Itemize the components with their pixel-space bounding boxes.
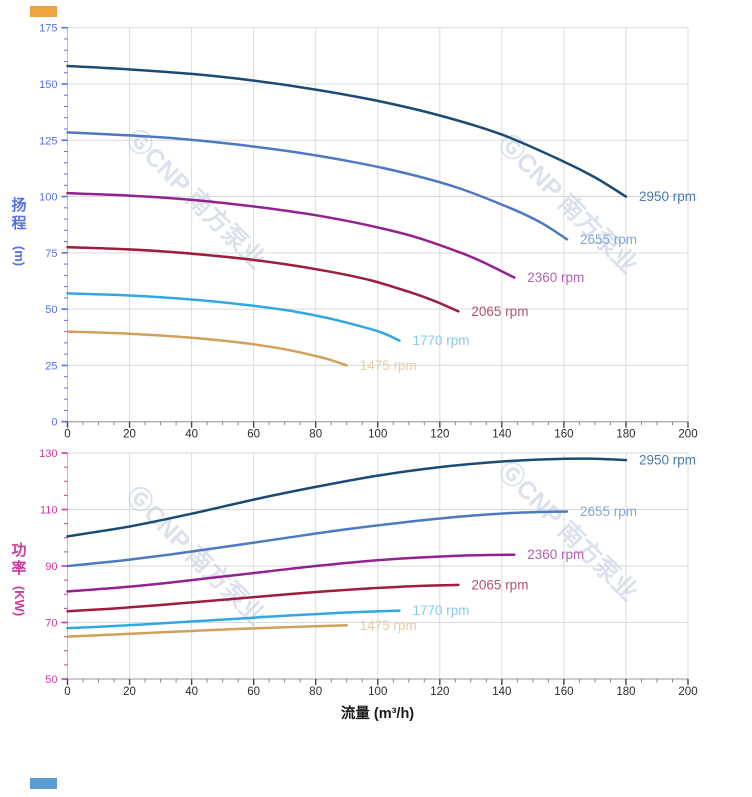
series-label-1475-rpm: 1475 rpm (360, 358, 417, 373)
x-tick-label: 0 (64, 429, 70, 441)
series-label-1770-rpm: 1770 rpm (412, 333, 469, 348)
curve-1475-rpm (66, 330, 348, 367)
x-tick-label: 200 (678, 429, 697, 441)
y-tick-label: 90 (45, 561, 57, 573)
y-tick-label: 70 (45, 618, 57, 630)
x-tick-label: 40 (185, 686, 198, 698)
x-tick-label: 40 (185, 429, 198, 441)
curve-2065-rpm (66, 583, 460, 613)
watermark: ⒼCNP 南方泵业 (493, 129, 644, 280)
head-axis-title: 扬 程 (m) (8, 197, 30, 267)
y-tick-label: 0 (51, 417, 57, 429)
series-label-2655-rpm: 2655 rpm (580, 504, 637, 519)
curve-2360-rpm (66, 191, 516, 279)
x-tick-label: 160 (554, 686, 573, 698)
x-tick-label: 160 (554, 429, 573, 441)
curve-2950-rpm (66, 457, 628, 538)
y-tick-label: 100 (39, 192, 57, 204)
series-label-2950-rpm: 2950 rpm (639, 189, 696, 204)
series-label-1475-rpm: 1475 rpm (360, 618, 417, 633)
x-tick-label: 100 (368, 429, 387, 441)
x-tick-label: 140 (492, 429, 511, 441)
power-axis-title-unit: (KW) (12, 585, 28, 617)
power-axis-title: 功 率 (KW) (8, 542, 30, 616)
y-tick-label: 25 (45, 360, 57, 372)
x-tick-label: 180 (616, 686, 635, 698)
curve-2655-rpm (66, 510, 569, 568)
curve-1475-rpm (66, 624, 348, 638)
y-tick-label: 50 (45, 674, 57, 686)
y-tick-label: 75 (45, 248, 57, 260)
series-label-2360-rpm: 2360 rpm (527, 547, 584, 562)
head-axis-title-unit: (m) (12, 245, 27, 267)
head-axis-title-char: 程 (11, 215, 27, 232)
curve-1770-rpm (66, 609, 401, 630)
series-label-2360-rpm: 2360 rpm (527, 270, 584, 285)
curve-2655-rpm (66, 131, 569, 241)
x-tick-label: 180 (616, 429, 635, 441)
x-tick-label: 20 (123, 686, 136, 698)
x-tick-label: 120 (430, 686, 449, 698)
flow-axis-title: 流量 (m³/h) (340, 706, 415, 722)
y-tick-label: 125 (39, 135, 57, 147)
power-axis-title-char: 率 (11, 560, 27, 577)
series-label-1770-rpm: 1770 rpm (412, 603, 469, 618)
power-axis-title-char: 功 (11, 542, 27, 559)
x-tick-label: 60 (247, 686, 260, 698)
x-tick-label: 80 (309, 429, 322, 441)
x-tick-label: 0 (64, 686, 70, 698)
y-tick-label: 175 (39, 23, 57, 35)
x-tick-label: 100 (368, 686, 387, 698)
x-tick-label: 80 (309, 686, 322, 698)
y-tick-label: 150 (39, 79, 57, 91)
top-left-marker (30, 6, 57, 17)
series-label-2065-rpm: 2065 rpm (471, 304, 528, 319)
x-tick-label: 200 (678, 686, 697, 698)
curve-1770-rpm (66, 292, 401, 342)
bottom-left-marker (30, 778, 57, 789)
curve-2950-rpm (66, 64, 628, 198)
x-tick-label: 140 (492, 686, 511, 698)
curve-2065-rpm (66, 245, 460, 313)
series-label-2950-rpm: 2950 rpm (639, 453, 696, 468)
x-tick-label: 60 (247, 429, 260, 441)
y-tick-label: 50 (45, 304, 57, 316)
series-label-2065-rpm: 2065 rpm (471, 577, 528, 592)
x-tick-label: 120 (430, 429, 449, 441)
y-tick-label: 130 (39, 448, 57, 460)
head-axis-title-char: 扬 (11, 197, 27, 214)
series-label-2655-rpm: 2655 rpm (580, 232, 637, 247)
x-tick-label: 20 (123, 429, 136, 441)
curve-2360-rpm (66, 553, 516, 593)
watermark: ⒼCNP 南方泵业 (121, 481, 272, 632)
y-tick-label: 110 (40, 505, 58, 517)
